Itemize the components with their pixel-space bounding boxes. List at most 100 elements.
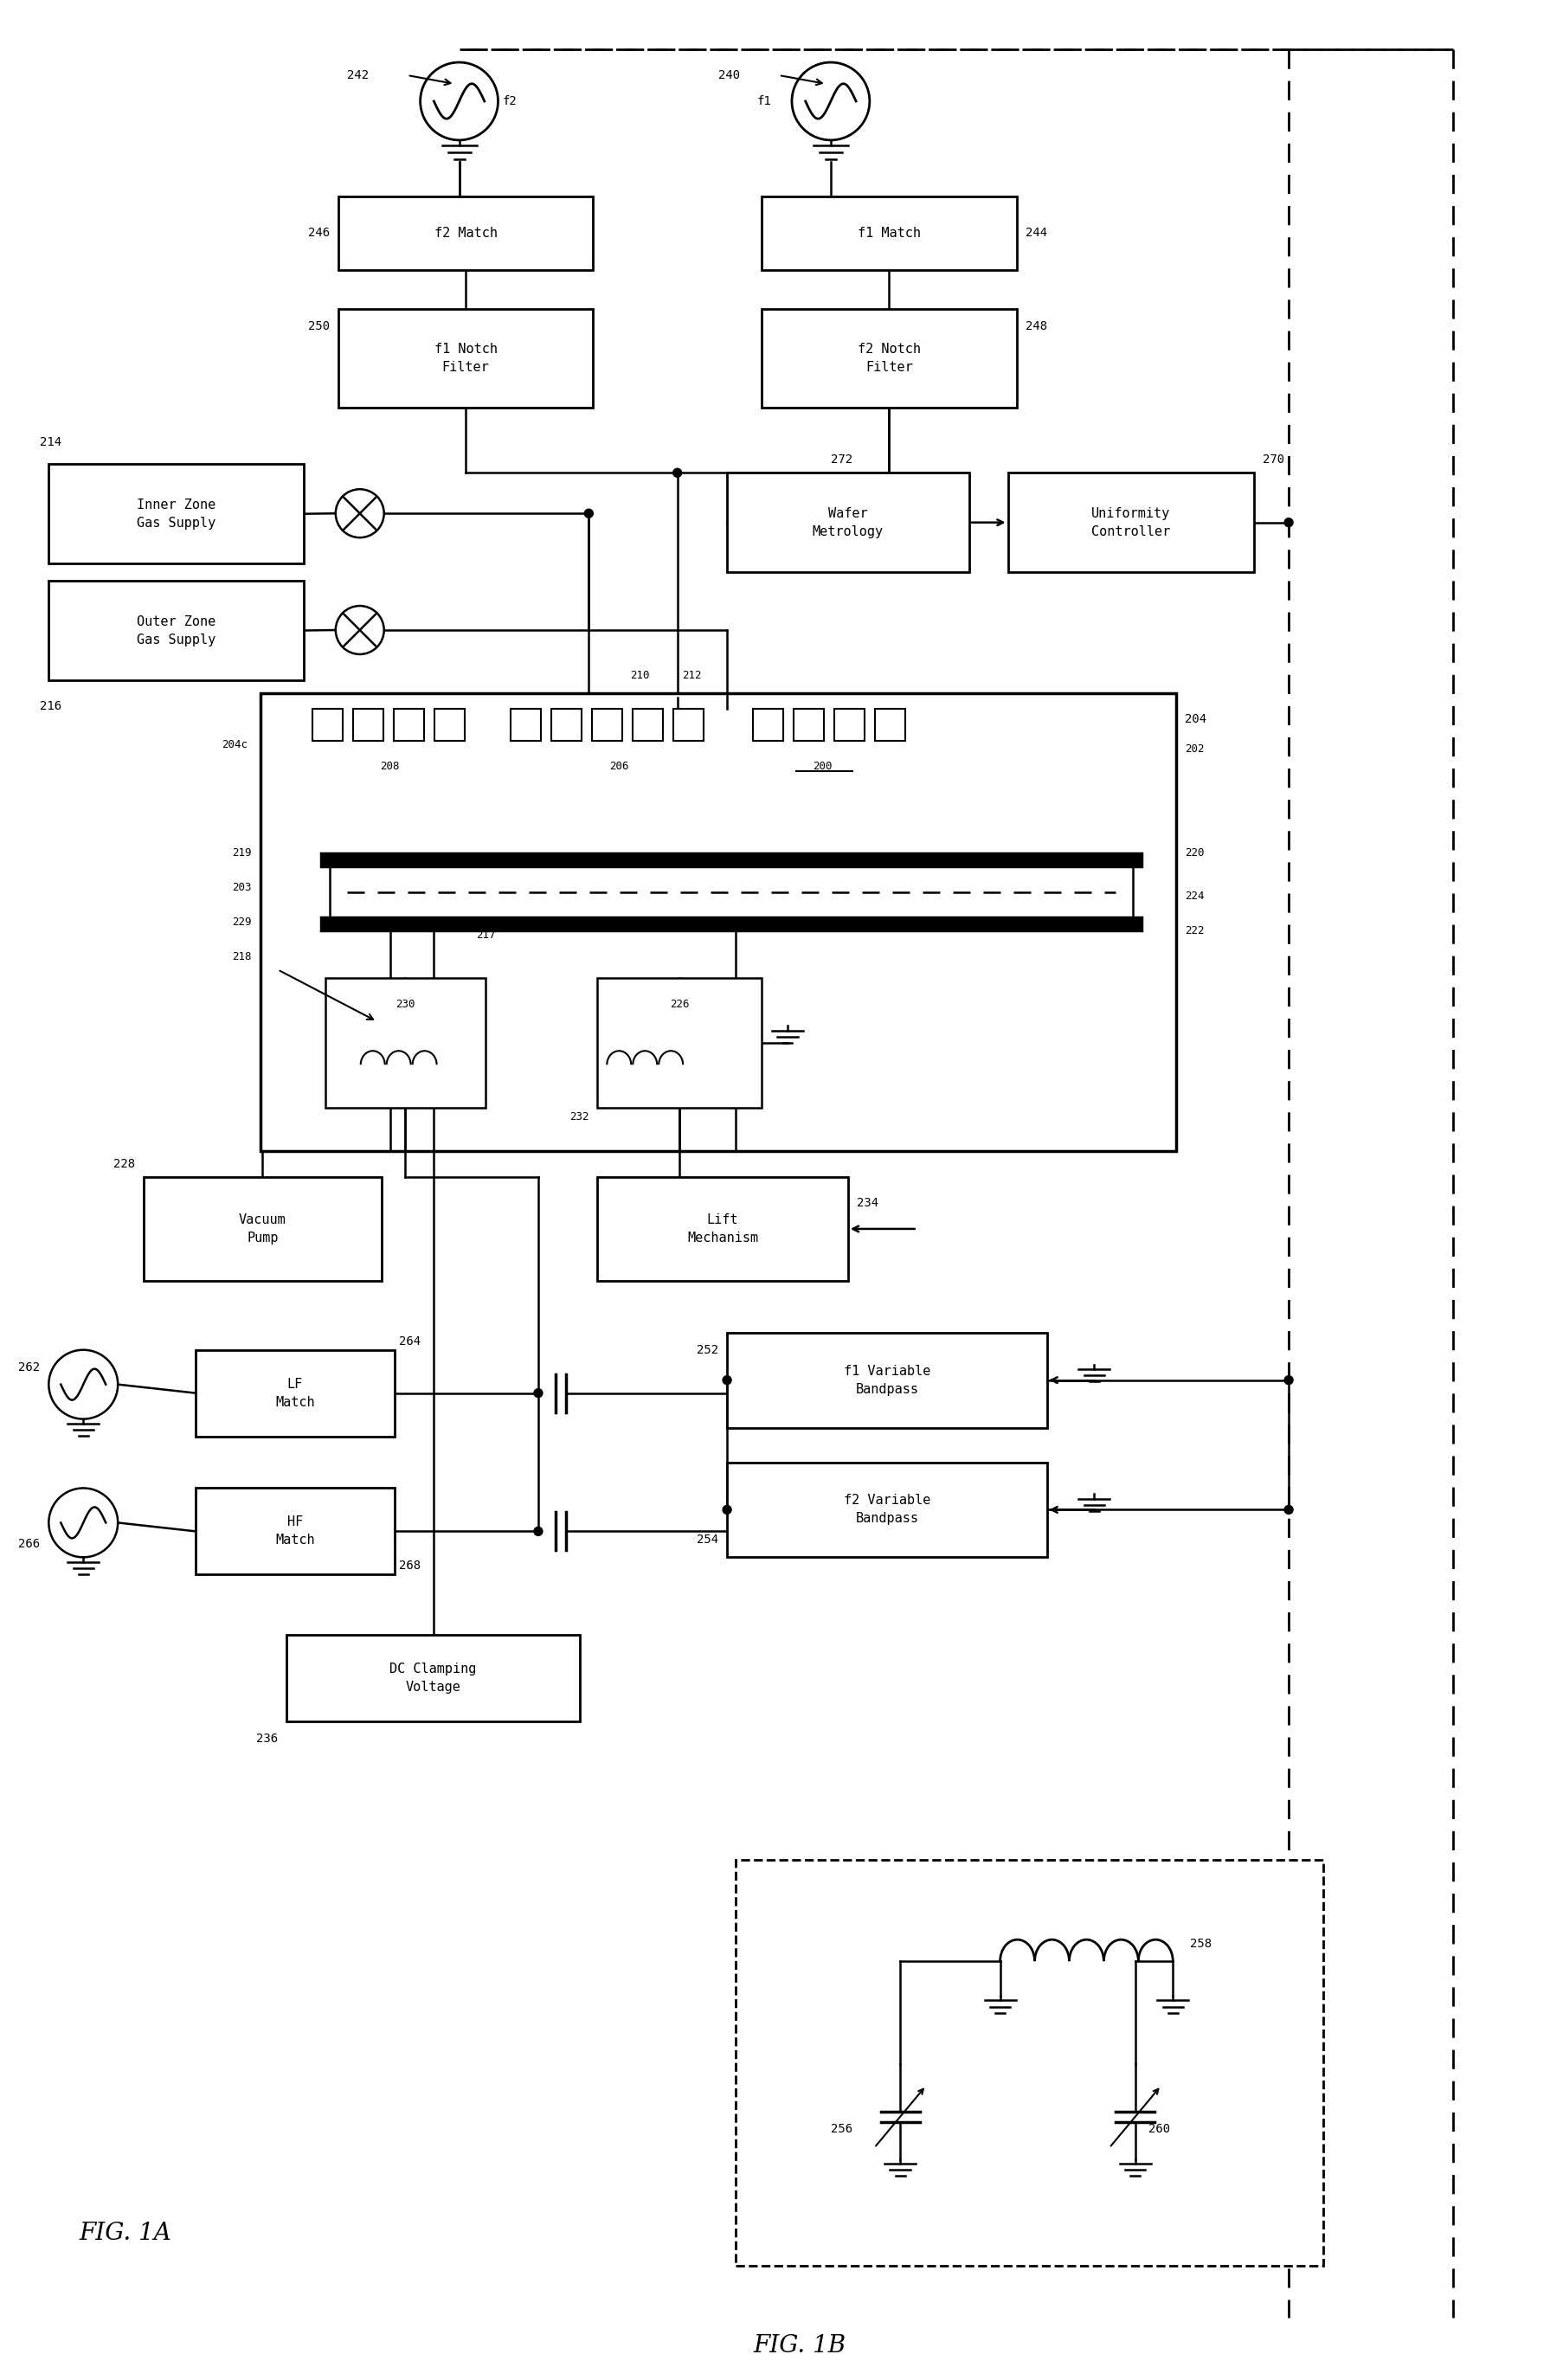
Text: f2 Match: f2 Match [434, 226, 498, 240]
Circle shape [1285, 1507, 1293, 1514]
Circle shape [673, 469, 682, 476]
Bar [312, 709, 343, 740]
Text: f2 Notch
Filter: f2 Notch Filter [857, 343, 921, 374]
Bar [727, 1461, 1046, 1557]
Text: Lift
Mechanism: Lift Mechanism [687, 1214, 758, 1245]
Bar [597, 1178, 848, 1280]
Text: HF
Match: HF Match [276, 1516, 315, 1547]
Text: 264: 264 [398, 1335, 420, 1347]
Bar [874, 709, 905, 740]
Text: 229: 229 [232, 916, 251, 928]
Text: 240: 240 [718, 69, 741, 81]
Circle shape [1285, 519, 1293, 526]
Text: f1 Notch
Filter: f1 Notch Filter [434, 343, 498, 374]
Bar [434, 709, 465, 740]
Text: 204: 204 [1186, 714, 1207, 726]
Text: 204c: 204c [222, 740, 248, 750]
Text: 220: 220 [1186, 847, 1204, 859]
Text: 217: 217 [476, 931, 496, 940]
Bar [353, 709, 383, 740]
Bar [48, 581, 304, 681]
Text: 246: 246 [308, 226, 330, 238]
Bar [632, 709, 663, 740]
Bar [287, 1635, 580, 1721]
Text: 262: 262 [19, 1361, 40, 1373]
Bar [338, 309, 594, 407]
Text: 256: 256 [831, 2123, 853, 2135]
Text: 248: 248 [1025, 319, 1046, 331]
Text: 200: 200 [812, 762, 832, 771]
Text: 234: 234 [857, 1197, 879, 1209]
Bar [394, 709, 423, 740]
Text: Uniformity
Controller: Uniformity Controller [1091, 507, 1170, 538]
Text: 250: 250 [308, 319, 330, 331]
Text: f1 Match: f1 Match [857, 226, 921, 240]
Bar [727, 1333, 1046, 1428]
Text: 244: 244 [1025, 226, 1046, 238]
Bar [321, 919, 1142, 931]
Bar [326, 978, 485, 1109]
Circle shape [533, 1390, 542, 1397]
Text: Inner Zone
Gas Supply: Inner Zone Gas Supply [136, 497, 215, 528]
Text: 202: 202 [1186, 743, 1204, 754]
Circle shape [533, 1528, 542, 1535]
Text: 206: 206 [609, 762, 629, 771]
Circle shape [722, 1376, 732, 1385]
Circle shape [1285, 1376, 1293, 1385]
Text: 266: 266 [19, 1537, 40, 1549]
Bar [1008, 474, 1254, 571]
Text: 258: 258 [1190, 1937, 1212, 1949]
Bar [330, 866, 1133, 919]
Text: 228: 228 [113, 1159, 135, 1171]
Bar [761, 309, 1017, 407]
Bar [48, 464, 304, 564]
Text: 208: 208 [380, 762, 400, 771]
Bar [321, 852, 1142, 866]
Text: f1: f1 [758, 95, 772, 107]
Bar [195, 1349, 394, 1435]
Text: 210: 210 [629, 671, 649, 681]
Text: 272: 272 [831, 455, 853, 466]
Text: 203: 203 [232, 883, 251, 892]
Text: Outer Zone
Gas Supply: Outer Zone Gas Supply [136, 614, 215, 645]
Bar [753, 709, 783, 740]
Text: FIG. 1A: FIG. 1A [79, 2221, 172, 2244]
Bar [338, 195, 594, 269]
Bar [761, 195, 1017, 269]
Text: 226: 226 [670, 1000, 690, 1009]
Text: 222: 222 [1186, 926, 1204, 935]
Text: 252: 252 [696, 1345, 718, 1357]
Text: 216: 216 [40, 700, 62, 712]
Text: 224: 224 [1186, 890, 1204, 902]
Bar [144, 1178, 381, 1280]
Bar [736, 1859, 1324, 2266]
Text: 268: 268 [398, 1559, 420, 1571]
Text: 254: 254 [696, 1533, 718, 1547]
Text: 270: 270 [1263, 455, 1285, 466]
Text: 242: 242 [347, 69, 369, 81]
Circle shape [584, 509, 594, 519]
Text: f2 Variable
Bandpass: f2 Variable Bandpass [843, 1495, 930, 1526]
Text: 212: 212 [682, 671, 701, 681]
Text: 218: 218 [232, 952, 251, 962]
Text: FIG. 1B: FIG. 1B [753, 2335, 846, 2359]
Bar [260, 693, 1176, 1152]
Text: f2: f2 [502, 95, 516, 107]
Text: 236: 236 [256, 1733, 277, 1745]
Bar [673, 709, 704, 740]
Bar [794, 709, 823, 740]
Bar [592, 709, 623, 740]
Bar [597, 978, 761, 1109]
Circle shape [722, 1507, 732, 1514]
Bar [195, 1488, 394, 1576]
Bar [834, 709, 865, 740]
Text: 214: 214 [40, 436, 62, 447]
Bar [512, 709, 541, 740]
Text: 219: 219 [232, 847, 251, 859]
Text: 230: 230 [395, 1000, 415, 1009]
Bar [552, 709, 581, 740]
Text: 260: 260 [1149, 2123, 1170, 2135]
Text: LF
Match: LF Match [276, 1378, 315, 1409]
Text: DC Clamping
Voltage: DC Clamping Voltage [389, 1664, 477, 1695]
Bar [727, 474, 969, 571]
